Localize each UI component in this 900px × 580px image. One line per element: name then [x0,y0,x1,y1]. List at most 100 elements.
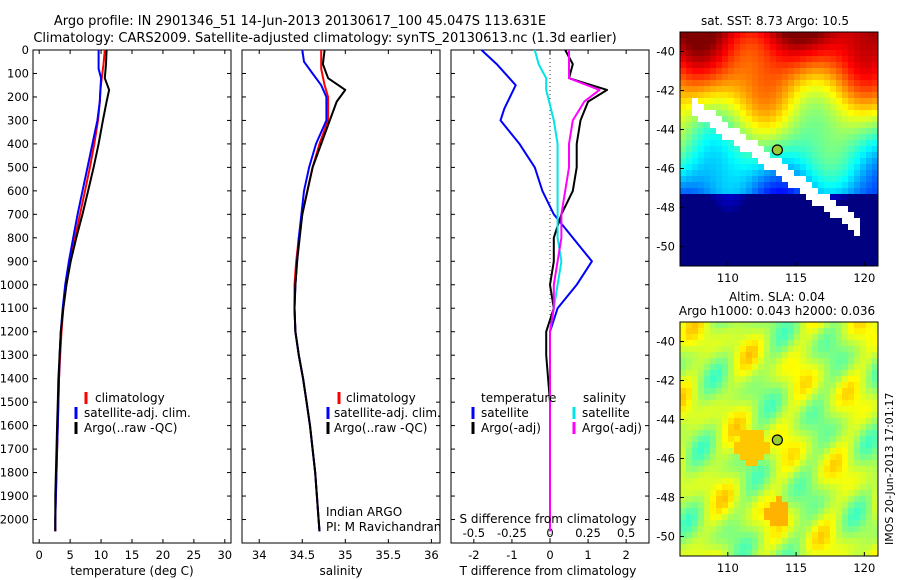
sla-cell [788,418,794,424]
sst-cell [776,236,782,242]
sst-cell [848,236,854,242]
sst-cell [788,32,794,38]
sla-cell [698,484,704,490]
sst-cell [836,188,842,194]
sla-cell [824,352,830,358]
sst-cell [698,218,704,224]
sst-cell [680,74,686,80]
sla-cell [872,442,878,448]
legend-argo: Argo(..raw -QC) [334,421,427,435]
sla-cell [836,352,842,358]
sla-cell [716,430,722,436]
sla-cell [818,400,824,406]
sla-cell [782,430,788,436]
sst-cell [824,56,830,62]
sst-cell [800,176,806,182]
sst-cell [866,152,872,158]
sla-cell [740,400,746,406]
sla-cell [854,472,860,478]
sla-cell [758,352,764,358]
sla-cell [758,322,764,328]
sla-cell [740,460,746,466]
sst-cell [746,200,752,206]
sst-cell [848,62,854,68]
sst-cell [728,38,734,44]
sst-cell [842,230,848,236]
sla-cell [716,484,722,490]
argo-location-marker [771,144,783,156]
sst-cell [848,212,854,218]
sst-cell [872,56,878,62]
sla-cell [752,334,758,340]
sst-cell [776,32,782,38]
sst-cell [830,92,836,98]
sla-cell [830,550,836,556]
sst-cell [758,158,764,164]
sst-cell [794,62,800,68]
sst-cell [716,44,722,50]
sla-cell [830,376,836,382]
sla-cell [812,400,818,406]
sla-cell [872,406,878,412]
sla-cell [734,358,740,364]
sst-cell [866,86,872,92]
sla-cell [722,490,728,496]
sst-cell [722,128,728,134]
sla-cell [680,520,686,526]
sla-cell [836,430,842,436]
sst-cell [680,122,686,128]
sla-cell [818,358,824,364]
sst-cell [842,164,848,170]
sla-cell [836,394,842,400]
sst-cell [794,98,800,104]
sla-cell [794,460,800,466]
sla-cell [680,406,686,412]
depth-tick-label: 200 [7,90,29,104]
map-x-tick-label: 120 [853,271,875,285]
sla-cell [836,526,842,532]
sst-cell [758,122,764,128]
sla-cell [776,400,782,406]
sla-cell [704,472,710,478]
sst-cell [764,92,770,98]
sst-cell [800,224,806,230]
sla-cell [800,436,806,442]
sla-cell [740,352,746,358]
sst-cell [746,128,752,134]
sla-cell [740,328,746,334]
sst-cell [842,170,848,176]
sla-cell [692,388,698,394]
sla-cell [692,496,698,502]
x-tick-label: 30 [217,548,232,562]
sst-cell [764,38,770,44]
sla-cell [806,520,812,526]
sst-cell [836,110,842,116]
sst-cell [746,188,752,194]
sst-cell [752,206,758,212]
sst-cell [800,212,806,218]
sst-cell [728,236,734,242]
sst-cell [710,182,716,188]
sst-cell [788,194,794,200]
sla-cell [704,454,710,460]
sla-cell [686,424,692,430]
sla-cell [872,334,878,340]
sla-cell [698,436,704,442]
sst-cell [680,146,686,152]
series-line-t-argo-adj- [545,49,609,532]
sst-cell [692,242,698,248]
sst-cell [854,122,860,128]
sla-cell [722,442,728,448]
sst-cell [716,260,722,266]
sst-cell [848,164,854,170]
sla-cell [866,418,872,424]
sla-cell [722,424,728,430]
sst-cell [830,62,836,68]
sla-cell [764,370,770,376]
sst-cell [788,104,794,110]
sla-cell [686,490,692,496]
sla-cell [830,406,836,412]
sst-cell [752,80,758,86]
sst-cell [794,134,800,140]
sla-cell [800,550,806,556]
